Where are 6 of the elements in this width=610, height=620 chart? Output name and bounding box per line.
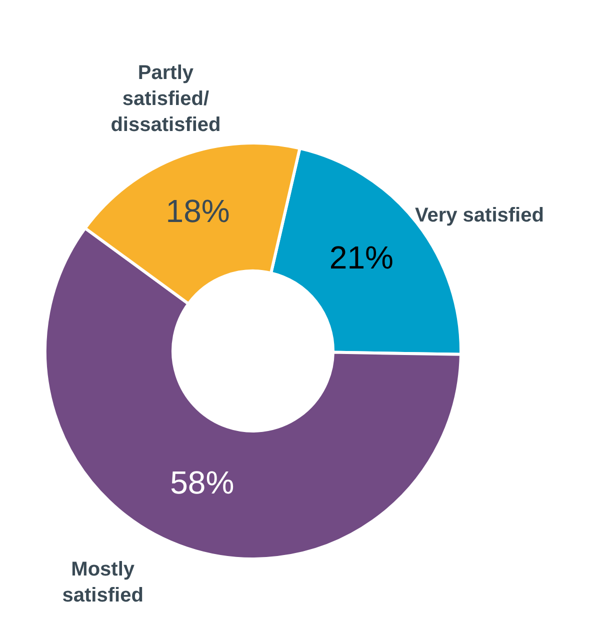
slice-label: Partly satisfied/ dissatisfied bbox=[110, 62, 221, 136]
data-label: 58% bbox=[170, 464, 234, 501]
slice-label: Mostly satisfied bbox=[62, 558, 144, 607]
data-label: 21% bbox=[329, 239, 394, 276]
slice-label: Very satisfied bbox=[414, 204, 544, 226]
data-label: 18% bbox=[166, 193, 230, 230]
